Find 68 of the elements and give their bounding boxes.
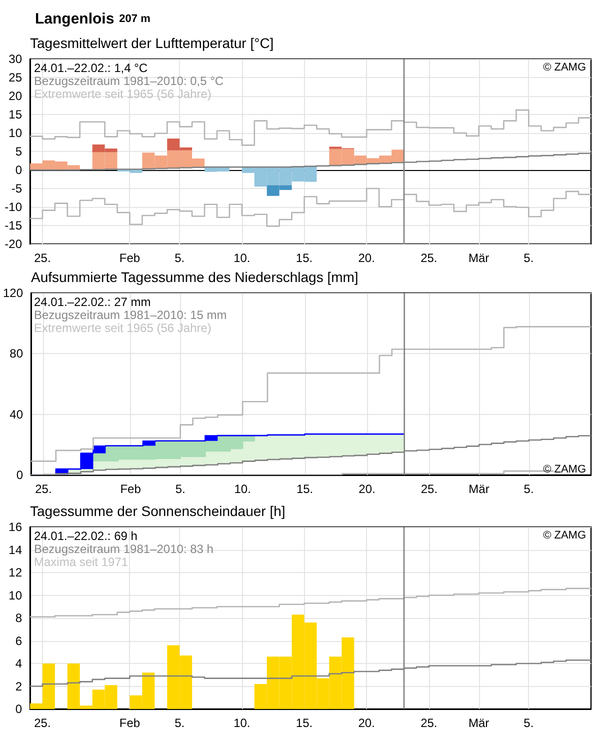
x-tick-label: Feb [120, 482, 142, 496]
annotation: Bezugszeitraum 1981–2010: 15 mm [34, 308, 227, 322]
x-tick-label: Feb [119, 716, 140, 729]
y-tick-label: 4 [15, 656, 22, 670]
annotation: Extremwerte seit 1965 (56 Jahre) [34, 321, 212, 335]
y-tick-label: 10 [8, 126, 22, 140]
annotation: © ZAMG [543, 530, 586, 542]
y-tick-label: -15 [4, 218, 22, 232]
y-tick-label: 10 [8, 588, 22, 602]
chart-subtitle: 207 m [119, 13, 151, 25]
annotation: Bezugszeitraum 1981–2010: 0,5 °C [34, 74, 224, 88]
y-tick-label: 40 [10, 407, 24, 422]
annotation: © ZAMG [543, 464, 586, 476]
x-tick-label: 15. [296, 251, 313, 265]
y-tick-label: 25 [8, 70, 22, 84]
x-tick-label: 5. [174, 716, 185, 729]
x-tick-label: 20. [358, 482, 376, 496]
x-tick-label: 15. [296, 716, 313, 729]
annotation: 24.01.–22.02.: 1,4 °C [34, 61, 148, 75]
y-tick-label: 2 [15, 679, 22, 694]
x-tick-label: 25. [420, 716, 438, 729]
y-axis-title: Tagesmittelwert der Lufttemperatur [°C] [30, 35, 274, 51]
x-tick-label: 10. [234, 482, 251, 496]
y-tick-label: 6 [15, 634, 22, 648]
x-tick-label: 5. [174, 251, 185, 265]
annotation: Bezugszeitraum 1981–2010: 83 h [34, 542, 214, 556]
x-tick-label: 5. [524, 482, 534, 496]
x-tick-label: 25. [35, 482, 52, 496]
chart-title: Langenlois [35, 10, 114, 28]
x-tick-label: Mär [468, 482, 490, 496]
x-tick-label: 15. [296, 482, 314, 496]
annotation: Maxima seit 1971 [34, 555, 128, 569]
y-tick-label: 80 [10, 346, 24, 361]
x-tick-label: Mär [468, 716, 490, 729]
x-tick-label: 10. [234, 716, 250, 729]
y-tick-label: 20 [8, 89, 22, 103]
y-tick-label: 15 [8, 108, 22, 122]
y-tick-label: 0 [16, 468, 24, 482]
x-tick-label: 25. [34, 716, 51, 729]
y-tick-label: 5 [15, 144, 22, 158]
y-axis-title: Tagessumme der Sonnenscheindauer [h] [30, 503, 286, 519]
y-tick-label: 14 [8, 542, 22, 557]
y-tick-label: -10 [4, 200, 22, 214]
x-tick-label: Feb [119, 251, 140, 265]
x-tick-label: Mär [468, 251, 490, 265]
annotation: 24.01.–22.02.: 27 mm [34, 295, 151, 309]
annotation: Extremwerte seit 1965 (56 Jahre) [34, 87, 212, 101]
x-tick-label: 10. [234, 251, 250, 265]
x-tick-label: 5. [524, 251, 534, 265]
x-tick-label: 25. [420, 482, 438, 496]
y-tick-label: 0 [15, 163, 22, 177]
y-tick-label: 30 [8, 52, 22, 66]
annotation: 24.01.–22.02.: 69 h [34, 529, 138, 543]
y-tick-label: -5 [11, 182, 22, 196]
y-tick-label: 8 [15, 611, 22, 625]
x-tick-label: 5. [524, 716, 534, 729]
y-tick-label: -20 [4, 237, 22, 251]
y-tick-label: 16 [8, 520, 22, 534]
annotation: © ZAMG [543, 62, 586, 74]
y-tick-label: 12 [8, 566, 22, 580]
x-tick-label: 20. [358, 716, 375, 729]
y-tick-label: 0 [15, 702, 22, 716]
x-tick-label: 25. [34, 251, 51, 265]
x-tick-label: 5. [175, 482, 186, 496]
x-tick-label: 25. [420, 251, 438, 265]
y-axis-title: Aufsummierte Tagessumme des Niederschlags [mm] [31, 269, 358, 285]
y-tick-label: 120 [2, 286, 24, 300]
x-tick-label: 20. [358, 251, 375, 265]
